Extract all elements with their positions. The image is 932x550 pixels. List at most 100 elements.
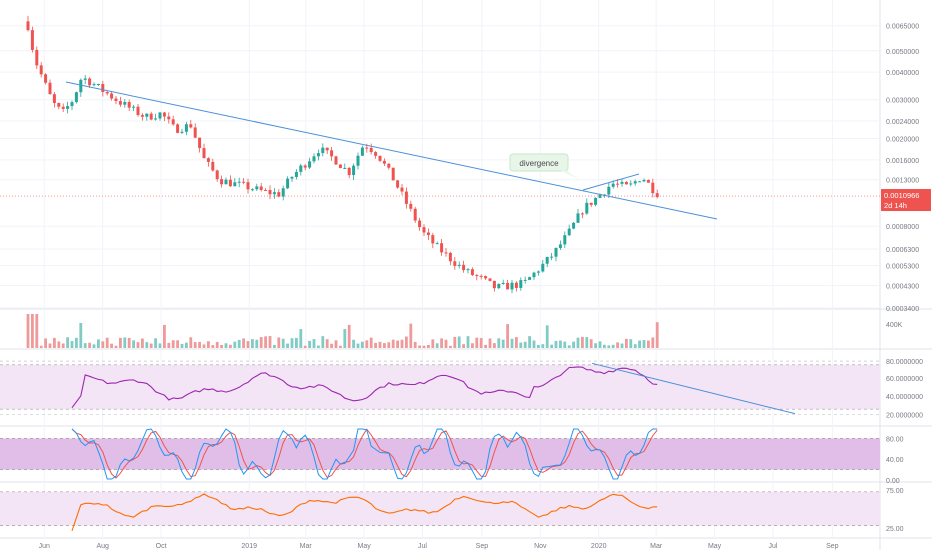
volume-bar (114, 345, 118, 348)
candle-body (589, 202, 593, 205)
volume-bar (44, 338, 47, 348)
volume-bar (176, 340, 179, 348)
volume-bar (598, 341, 602, 348)
candle-body (334, 156, 338, 165)
candle-body (510, 282, 514, 290)
volume-bar (347, 324, 351, 348)
candle-body (259, 186, 263, 190)
candle-body (426, 232, 430, 236)
volume-bar (550, 344, 553, 348)
volume-bar (277, 337, 281, 348)
volume-bar (339, 345, 342, 348)
x-tick-label: Aug (96, 543, 109, 550)
candle-body (435, 243, 439, 245)
x-tick-label: Sep (476, 543, 489, 550)
candle-body (343, 167, 347, 169)
candle-body (277, 192, 281, 197)
candle-body (286, 178, 290, 189)
volume-bar (26, 314, 30, 348)
volume-bar (629, 339, 633, 348)
volume-bar (185, 342, 188, 348)
candle-body (268, 190, 272, 195)
candle-body (167, 116, 171, 120)
candle-body (79, 79, 83, 93)
volume-bar (440, 338, 443, 348)
volume-bar (215, 341, 219, 348)
volume-bar (497, 338, 501, 348)
volume-bar (233, 341, 237, 348)
volume-bar (211, 345, 215, 348)
candle-body (132, 106, 136, 108)
volume-bar (281, 338, 285, 348)
candle-body (347, 167, 351, 176)
candle-body (396, 180, 400, 188)
candle-body (255, 186, 259, 190)
stoch-tick-label: 40.00 (886, 457, 904, 464)
volume-bar (383, 343, 386, 348)
candle-body (440, 243, 444, 253)
divergence-label-pointer (560, 170, 580, 180)
price-trendline (65, 81, 718, 220)
volume-bar (57, 341, 61, 348)
candle-body (620, 181, 624, 184)
last-price-badge (881, 189, 931, 212)
volume-bar (374, 342, 377, 348)
last-price-label: 0.0010966 (884, 191, 919, 200)
candle-body (352, 165, 356, 176)
volume-bar (378, 341, 382, 348)
candle-body (233, 182, 237, 187)
candle-body (110, 93, 114, 99)
osc-tick-label: 75.00 (886, 488, 904, 495)
candle-body (611, 183, 615, 187)
volume-bar (400, 339, 404, 348)
volume-bar (352, 339, 355, 348)
volume-bar (237, 339, 241, 348)
x-tick-label: May (357, 543, 371, 550)
candle-body (382, 160, 386, 164)
volume-bar (202, 344, 206, 348)
price-tick-label: 0.0005300 (886, 264, 919, 271)
volume-bar (484, 344, 487, 348)
candle-body (492, 280, 496, 289)
volume-bar (312, 339, 316, 348)
x-tick-label: Oct (156, 543, 167, 550)
volume-bar (110, 343, 113, 348)
volume-bar (572, 341, 575, 348)
candle-body (70, 102, 74, 107)
candle-body (497, 283, 501, 289)
candle-body (501, 282, 505, 284)
candle-body (48, 82, 52, 95)
candle-body (250, 189, 254, 191)
candle-body (536, 271, 540, 273)
candle-body (567, 228, 571, 236)
x-tick-label: May (708, 543, 722, 550)
volume-bar (61, 343, 65, 348)
candle-body (105, 92, 109, 94)
candle-body (316, 153, 320, 157)
candle-body (83, 78, 87, 80)
candle-body (457, 264, 461, 266)
volume-bar (220, 345, 223, 348)
volume-bar (647, 340, 650, 348)
volume-bar (603, 344, 606, 348)
candle-body (409, 203, 413, 209)
volume-bar (299, 329, 303, 348)
volume-bar (229, 344, 232, 348)
volume-bar (541, 344, 545, 348)
volume-bar (35, 314, 39, 348)
candle-body (176, 124, 180, 133)
rsi-line (71, 366, 658, 409)
candle-body (594, 197, 598, 205)
volume-bar (493, 343, 496, 348)
candle-body (523, 279, 527, 281)
candle-body (101, 84, 105, 93)
volume-bar (559, 340, 562, 348)
candle-body (74, 92, 78, 103)
candle-body (607, 186, 611, 195)
candle-body (312, 156, 316, 162)
rsi-tick-label: 60.0000000 (886, 376, 923, 383)
volume-bar (501, 339, 505, 348)
volume-bar (207, 341, 210, 348)
